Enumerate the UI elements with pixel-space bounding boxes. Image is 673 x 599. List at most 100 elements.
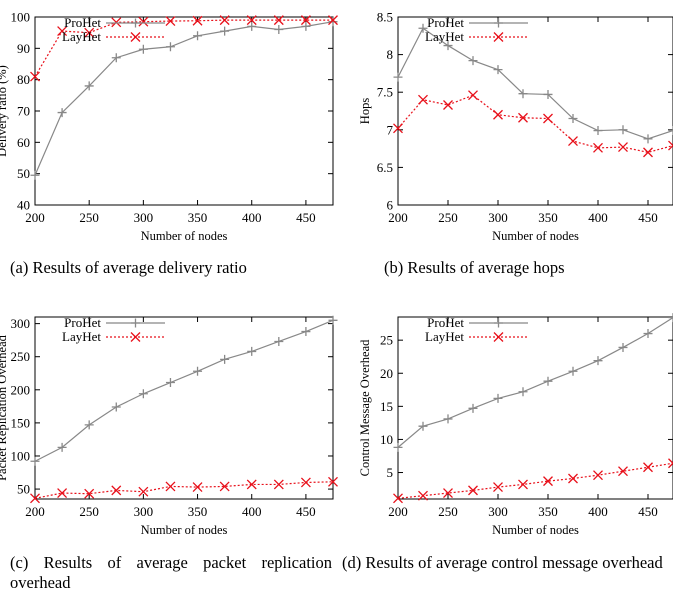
x-tick-label: 250 [438,210,458,225]
data-point-prohet [57,442,67,452]
data-point-prohet [328,315,338,325]
y-tick-label: 60 [17,135,30,150]
data-point-layhet [328,15,338,26]
data-point-prohet [301,21,311,31]
y-tick-label: 40 [17,198,30,213]
series-line-prohet [397,27,673,140]
data-point-prohet [618,125,628,135]
data-point-layhet [328,476,338,487]
y-tick-label: 7.5 [377,85,393,100]
data-point-layhet [111,17,122,28]
data-point-prohet [418,421,428,431]
data-point-layhet [138,486,149,497]
y-tick-label: 250 [11,349,31,364]
legend-label: ProHet [64,315,101,330]
data-point-prohet [568,114,578,124]
data-point-layhet [668,140,673,151]
data-point-prohet [593,356,603,366]
data-point-layhet [468,90,478,101]
data-point-prohet [301,327,311,337]
data-point-prohet [443,41,453,51]
data-point-layhet [111,485,122,496]
x-tick-label: 300 [134,210,154,225]
data-point-prohet [618,342,628,352]
data-point-prohet [193,31,203,41]
data-point-prohet [274,336,284,346]
y-tick-label: 300 [11,316,31,331]
data-point-prohet [30,170,40,180]
x-axis-label: Number of nodes [492,229,579,243]
data-point-prohet [328,17,338,27]
legend-marker [494,18,503,28]
data-point-layhet [138,16,149,27]
data-point-layhet [493,109,503,120]
y-tick-label: 200 [11,382,31,397]
data-point-layhet [84,488,95,499]
data-point-prohet [393,72,403,82]
legend-marker [493,332,504,342]
y-tick-label: 20 [380,366,393,381]
data-point-prohet [518,89,528,99]
x-tick-label: 200 [388,210,408,225]
data-point-layhet [418,94,428,105]
data-point-prohet [443,414,453,424]
y-tick-label: 100 [11,448,31,463]
x-axis-label: Number of nodes [492,523,579,537]
data-point-prohet [568,366,578,376]
data-point-layhet [192,482,203,493]
data-point-prohet [165,378,175,388]
data-point-prohet [393,442,403,452]
chart-panel-d: 200 250 300 350 400 450 5 10 15 20 25 Number of nod… [337,300,673,599]
y-tick-label: 6 [387,198,394,213]
x-tick-label: 450 [638,504,658,519]
legend-marker [494,318,503,328]
y-tick-label: 8.5 [377,10,393,25]
series-line-prohet [397,317,673,448]
data-point-prohet [138,44,148,54]
legend-label: LayHet [62,29,101,44]
data-point-prohet [84,420,94,430]
x-tick-label: 300 [134,504,154,519]
y-tick-label: 50 [17,166,30,181]
data-point-layhet [593,470,603,481]
y-tick-label: 6.5 [377,160,393,175]
data-point-layhet [518,479,528,490]
legend-marker [131,18,140,28]
data-point-prohet [593,126,603,136]
data-point-prohet [57,108,67,118]
chart-panel-a: 200 250 300 350 400 450 40 50 60 70 80 90 100 Number … [0,0,338,299]
data-point-layhet [30,71,40,82]
plot-frame [397,16,673,206]
x-axis-label: Number of nodes [141,523,228,537]
caption-b: (b) Results of average hops [384,258,565,277]
data-point-prohet [643,329,653,339]
x-axis-label: Number of nodes [141,229,228,243]
y-tick-label: 5 [387,465,394,480]
data-point-layhet [300,15,311,26]
x-tick-label: 450 [296,210,316,225]
delivery-ratio-chart: 200 250 300 350 400 450 40 50 60 70 80 90 100 Number … [0,10,338,243]
hops-chart: 200 250 300 350 400 450 6 6.5 7 7.5 8 8.5 Number of … [358,10,673,243]
data-point-layhet [300,477,311,488]
x-tick-label: 350 [538,504,558,519]
data-point-layhet [246,15,257,26]
data-point-prohet [247,21,257,31]
data-point-layhet [57,26,68,37]
y-axis-label: Packet Replication Overhead [0,334,9,481]
data-point-layhet [30,493,40,504]
data-point-prohet [493,65,503,75]
data-point-layhet [219,481,230,492]
x-tick-label: 350 [188,504,208,519]
data-point-layhet [668,458,673,469]
data-point-layhet [246,479,257,490]
data-point-prohet [111,53,121,63]
data-point-prohet [643,134,653,144]
data-point-layhet [468,485,478,496]
y-axis-label: Hops [358,98,372,125]
chart-panel-b: 200 250 300 350 400 450 6 6.5 7 7.5 8 8.5 Number of … [337,0,673,299]
data-point-layhet [568,136,578,147]
x-tick-label: 400 [588,210,608,225]
y-tick-label: 7 [387,122,394,137]
x-tick-label: 450 [638,210,658,225]
data-point-layhet [418,490,428,501]
